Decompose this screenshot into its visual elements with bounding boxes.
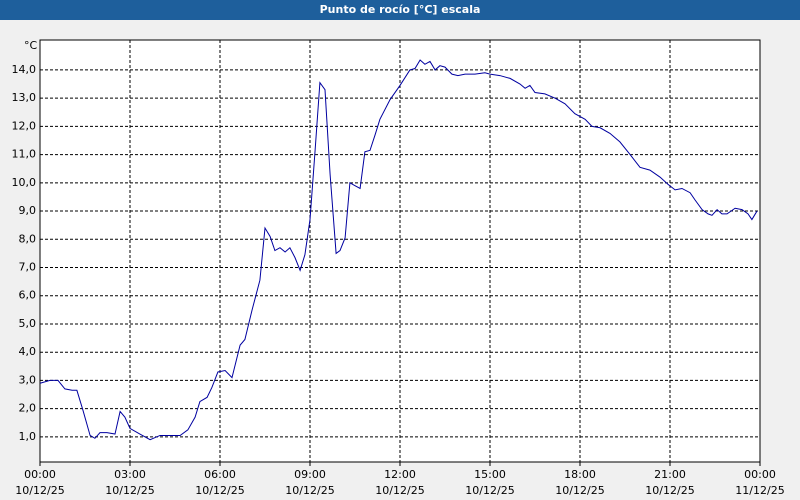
x-tick-date: 11/12/25	[735, 484, 784, 497]
x-tick-date: 10/12/25	[465, 484, 514, 497]
x-tick-label: 15:00	[474, 468, 506, 481]
x-tick-label: 09:00	[294, 468, 326, 481]
y-tick-label: 12,0	[12, 119, 37, 132]
x-tick-date: 10/12/25	[555, 484, 604, 497]
y-tick-label: 3,0	[19, 373, 37, 386]
x-tick-date: 10/12/25	[285, 484, 334, 497]
x-tick-label: 12:00	[384, 468, 416, 481]
data-line	[39, 59, 758, 441]
y-tick-label: 4,0	[19, 345, 37, 358]
y-unit: °C	[24, 39, 38, 52]
y-tick-label: 10,0	[12, 176, 37, 189]
x-tick-date: 10/12/25	[375, 484, 424, 497]
title-bar	[0, 0, 800, 20]
y-tick-label: 7,0	[19, 261, 37, 274]
y-tick-label: 14,0	[12, 63, 37, 76]
x-tick-date: 10/12/25	[645, 484, 694, 497]
x-tick-label: 21:00	[654, 468, 686, 481]
x-tick-date: 10/12/25	[195, 484, 244, 497]
x-tick-date: 10/12/25	[105, 484, 154, 497]
y-tick-label: 5,0	[19, 317, 37, 330]
x-tick-date: 10/12/25	[15, 484, 64, 497]
x-tick-label: 06:00	[204, 468, 236, 481]
x-tick-label: 00:00	[24, 468, 56, 481]
y-tick-label: 9,0	[19, 204, 37, 217]
x-tick-label: 18:00	[564, 468, 596, 481]
y-tick-label: 11,0	[12, 148, 37, 161]
y-tick-label: 1,0	[19, 430, 37, 443]
x-tick-label: 00:00	[744, 468, 776, 481]
x-tick-label: 03:00	[114, 468, 146, 481]
y-tick-label: 8,0	[19, 232, 37, 245]
chart-title: Punto de rocío [°C] escala	[320, 3, 481, 16]
y-tick-label: 6,0	[19, 289, 37, 302]
y-tick-label: 2,0	[19, 402, 37, 415]
y-tick-label: 13,0	[12, 91, 37, 104]
